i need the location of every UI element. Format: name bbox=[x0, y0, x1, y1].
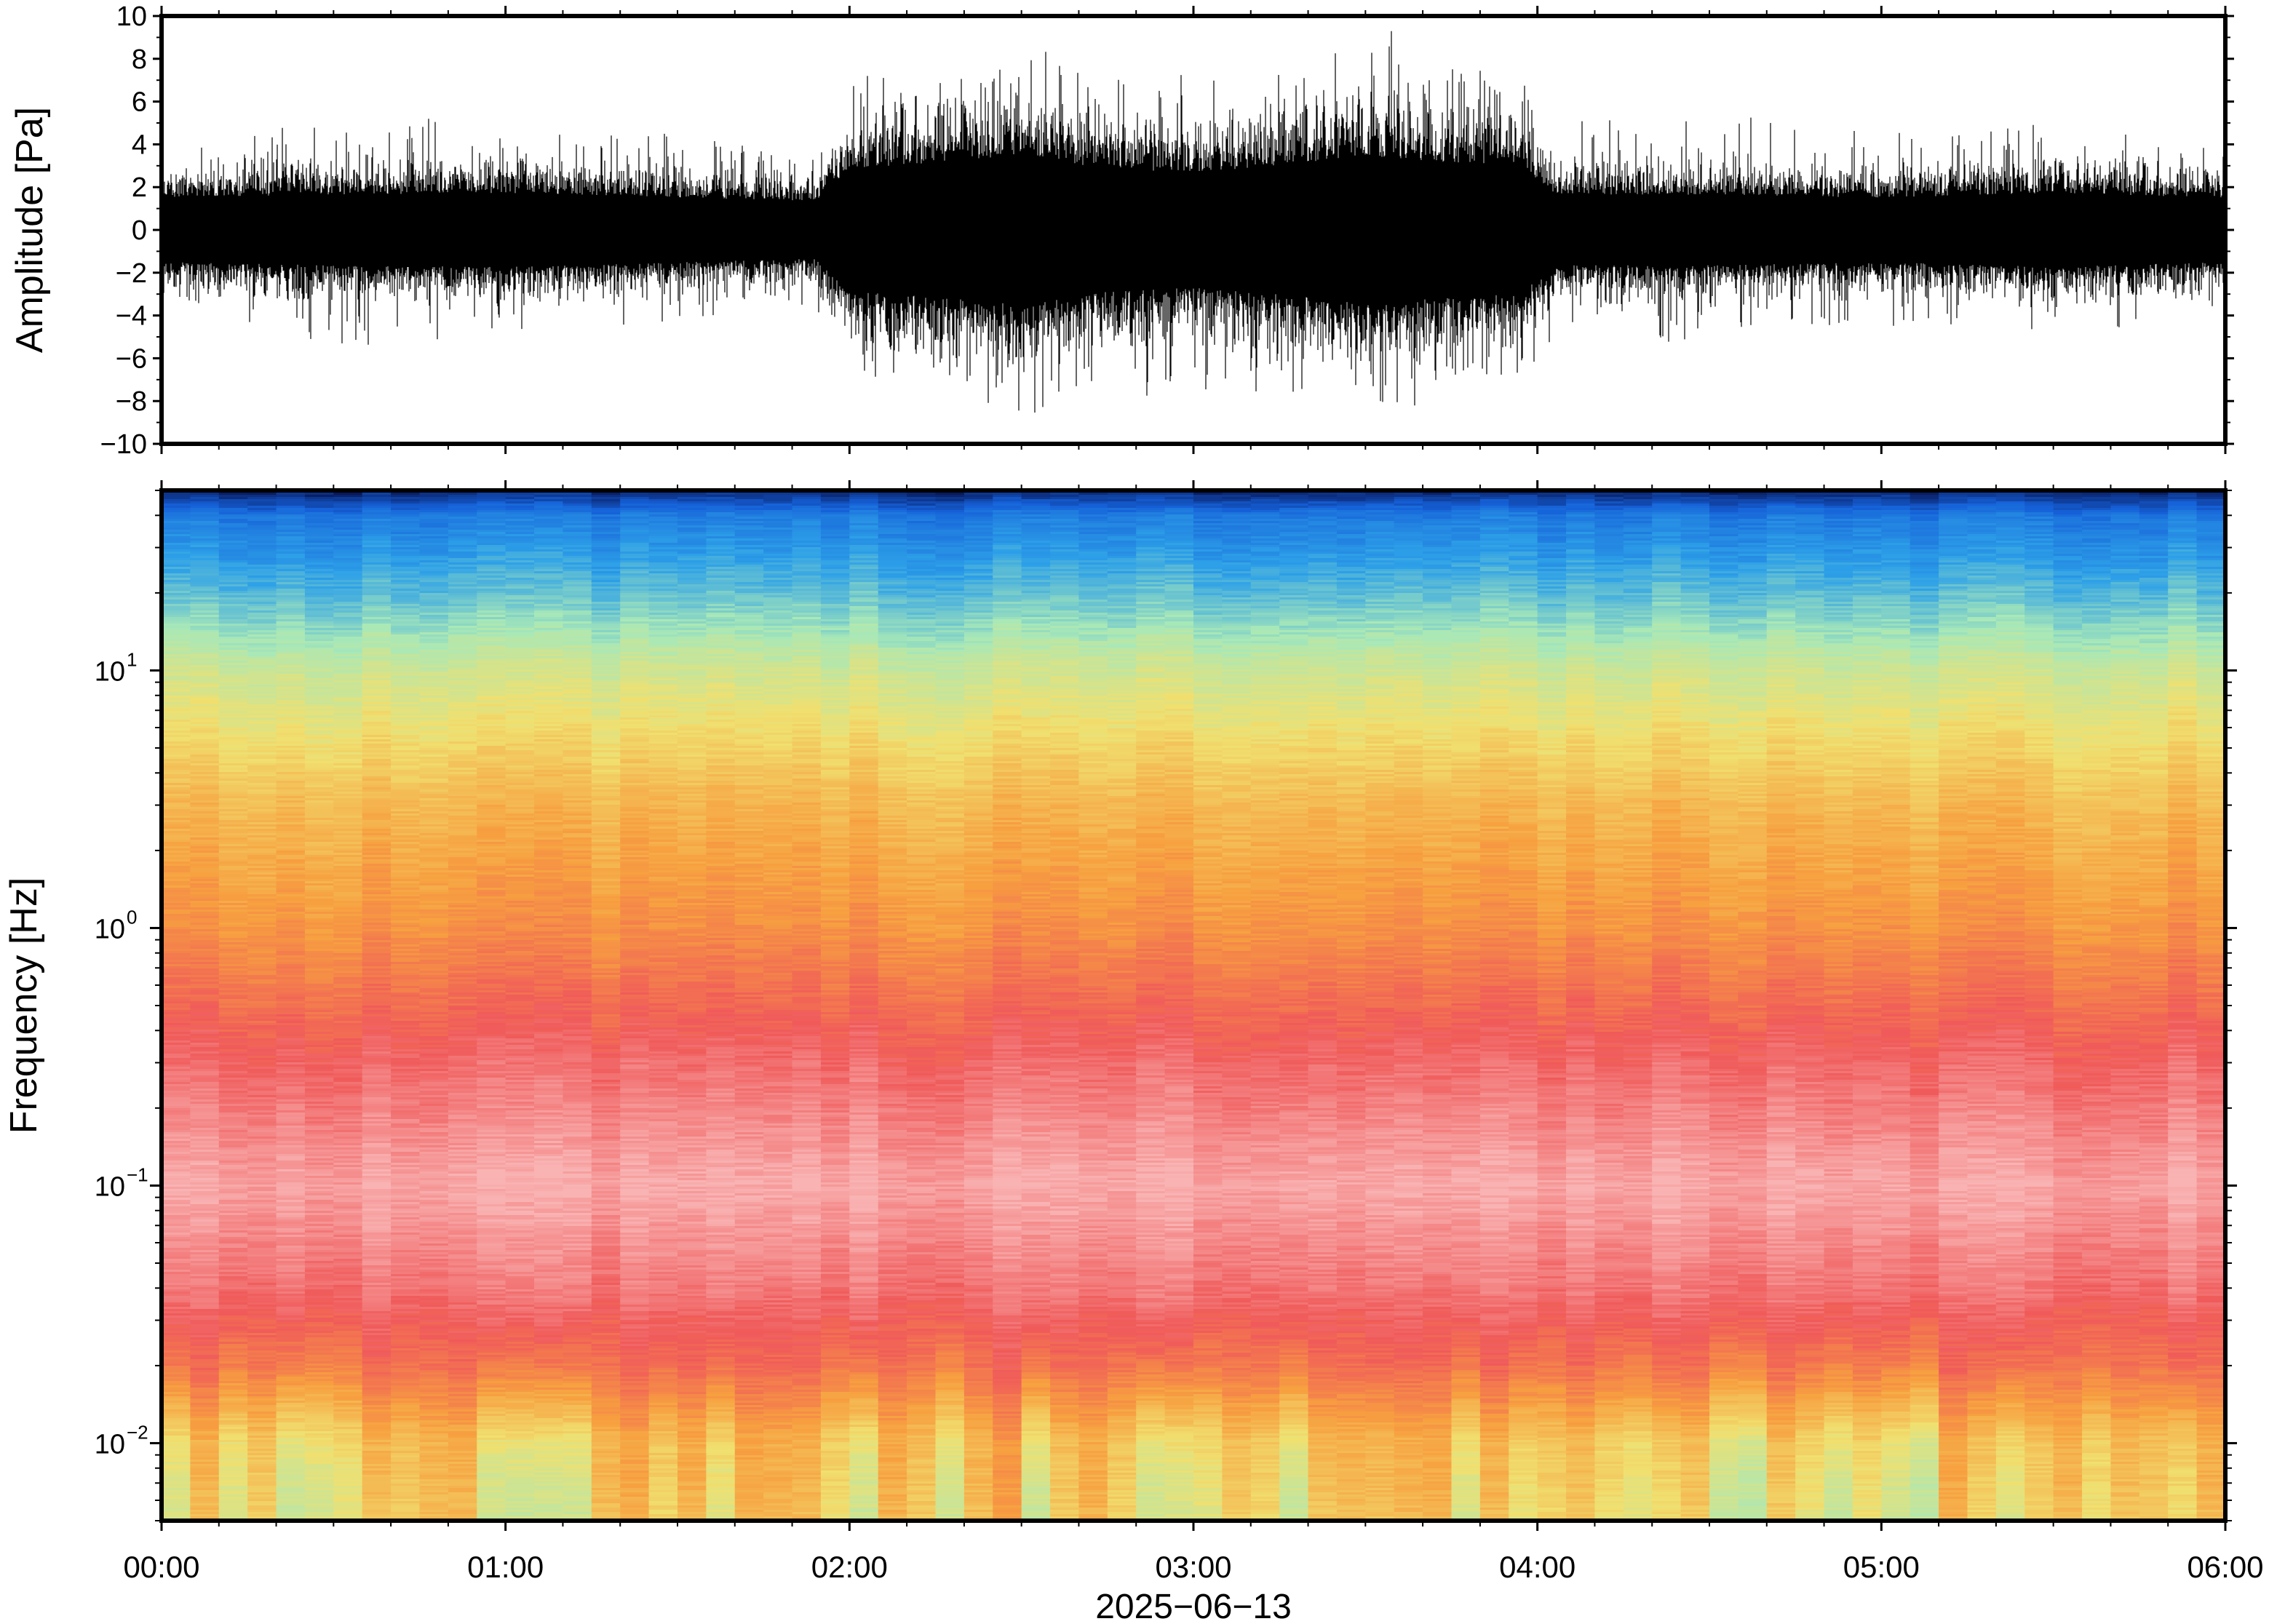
waveform-y-tick-label: 0 bbox=[132, 215, 147, 246]
waveform-y-axis-title: Amplitude [Pa] bbox=[9, 107, 51, 353]
waveform-y-tick-label: −10 bbox=[100, 429, 147, 460]
waveform-y-tick-label: −8 bbox=[116, 386, 147, 417]
waveform-y-tick-label: 4 bbox=[132, 130, 147, 160]
waveform-y-tick-label: 10 bbox=[116, 1, 147, 32]
waveform-y-tick-label: −4 bbox=[116, 301, 147, 332]
waveform-y-tick-label: 2 bbox=[132, 172, 147, 203]
waveform-y-tick-label: −6 bbox=[116, 343, 147, 374]
waveform-y-tick-label: −2 bbox=[116, 258, 147, 289]
waveform-panel: 10 8 6 4 2 0 −2 −4 −6 −8 −10 Amplitude [Pa] bbox=[9, 1, 2234, 460]
waveform-y-tick-label: 8 bbox=[132, 44, 147, 75]
waveform-y-tick-label: 6 bbox=[132, 87, 147, 118]
spectrogram-heatmap bbox=[162, 490, 2226, 1521]
